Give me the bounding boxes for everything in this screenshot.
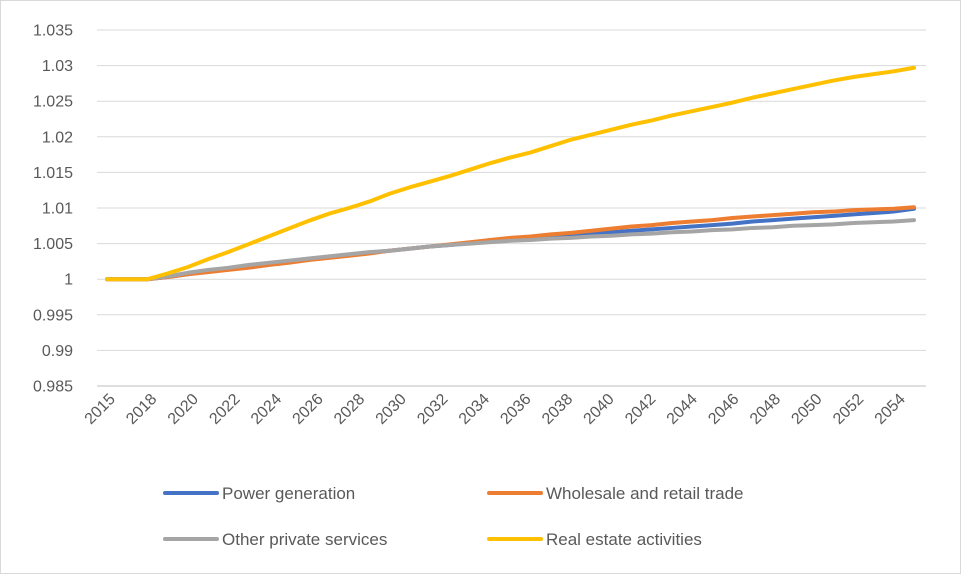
legend-item: Power generation [163,484,355,503]
x-tick-label: 2036 [497,391,534,428]
legend-label: Other private services [222,530,387,549]
x-tick-label: 2040 [581,391,618,428]
series-line [105,205,916,282]
x-tick-label: 2034 [456,391,493,428]
y-tick-label: 1.01 [42,201,73,218]
series-lines [105,65,916,282]
x-tick-label: 2046 [705,391,742,428]
y-tick-label: 1.02 [42,129,73,146]
legend-label: Real estate activities [546,530,702,549]
x-tick-label: 2044 [664,391,701,428]
legend-label: Wholesale and retail trade [546,484,744,503]
x-tick-label: 2042 [622,391,659,428]
x-tick-label: 2020 [165,391,202,428]
y-tick-label: 1.03 [42,58,73,75]
x-tick-label: 2050 [788,391,825,428]
legend-item: Wholesale and retail trade [487,484,744,503]
x-tick-label: 2032 [414,391,451,428]
y-tick-label: 1.015 [33,165,73,182]
x-tick-label: 2028 [331,391,368,428]
y-tick-label: 0.985 [33,379,73,396]
x-tick-label: 2052 [830,391,867,428]
legend-item: Real estate activities [487,530,702,549]
x-tick-label: 2018 [123,391,160,428]
x-tick-label: 2030 [373,391,410,428]
x-tick-label: 2054 [872,391,909,428]
x-tick-label: 2015 [82,391,119,428]
y-tick-label: 1 [64,272,73,289]
x-tick-label: 2026 [290,391,327,428]
x-axis: 2015 2018 2020 2022 2024 2026 2028 2030 2032 2034… [82,385,926,428]
gridlines [97,29,926,387]
x-tick-label: 2024 [248,391,285,428]
legend-item: Other private services [163,530,387,549]
series-line [105,218,916,282]
x-tick-label: 2038 [539,391,576,428]
series-line [105,65,916,282]
legend-label: Power generation [222,484,355,503]
y-tick-label: 0.995 [33,307,73,324]
y-tick-label: 0.99 [42,343,73,360]
legend: Power generation Wholesale and retail tra… [163,484,744,549]
y-tick-label: 1.025 [33,94,73,111]
x-tick-label: 2048 [747,391,784,428]
y-tick-label: 1.035 [33,23,73,40]
x-tick-label: 2022 [206,391,243,428]
y-tick-label: 1.005 [33,236,73,253]
y-axis: 0.985 0.99 0.995 1 1.005 1.01 1.015 1.02 1.025 1.… [33,23,73,396]
